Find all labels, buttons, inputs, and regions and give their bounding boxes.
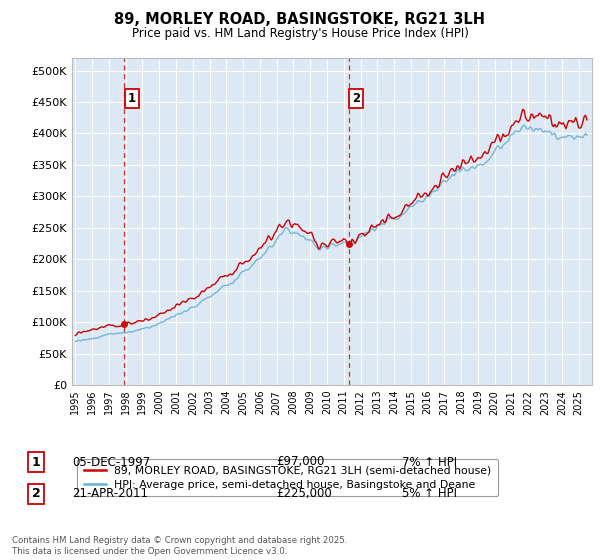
Text: £97,000: £97,000: [276, 455, 325, 469]
Text: 05-DEC-1997: 05-DEC-1997: [72, 455, 150, 469]
Text: Contains HM Land Registry data © Crown copyright and database right 2025.
This d: Contains HM Land Registry data © Crown c…: [12, 536, 347, 556]
Text: Price paid vs. HM Land Registry's House Price Index (HPI): Price paid vs. HM Land Registry's House …: [131, 27, 469, 40]
Text: 5% ↑ HPI: 5% ↑ HPI: [402, 487, 457, 501]
Text: 2: 2: [352, 92, 360, 105]
Text: 2: 2: [32, 487, 40, 501]
Text: 89, MORLEY ROAD, BASINGSTOKE, RG21 3LH: 89, MORLEY ROAD, BASINGSTOKE, RG21 3LH: [115, 12, 485, 27]
Legend: 89, MORLEY ROAD, BASINGSTOKE, RG21 3LH (semi-detached house), HPI: Average price: 89, MORLEY ROAD, BASINGSTOKE, RG21 3LH (…: [77, 459, 498, 496]
Text: £225,000: £225,000: [276, 487, 332, 501]
Text: 1: 1: [128, 92, 136, 105]
Text: 21-APR-2011: 21-APR-2011: [72, 487, 148, 501]
Text: 1: 1: [32, 455, 40, 469]
Text: 7% ↑ HPI: 7% ↑ HPI: [402, 455, 457, 469]
